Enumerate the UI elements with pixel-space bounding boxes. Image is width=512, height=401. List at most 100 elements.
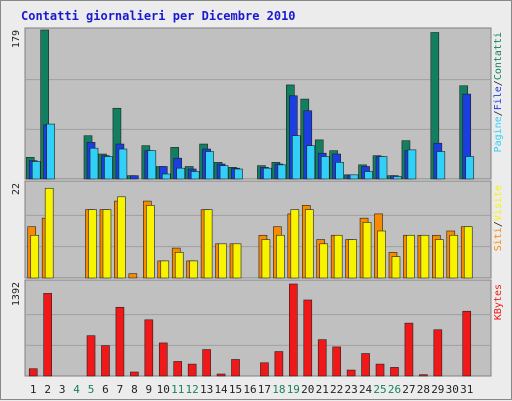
bar-contatti-day-18 [277, 164, 287, 180]
day-label-27: 27 [402, 383, 415, 396]
bar-kbytes-day-14 [216, 373, 226, 377]
day-label-18: 18 [272, 383, 285, 396]
bar-contatti-day-12 [190, 171, 200, 180]
bar-kbytes-day-20 [303, 299, 313, 377]
bar-visite-day-19 [290, 209, 300, 279]
legend-volume: KBytes [493, 284, 504, 320]
day-label-8: 8 [131, 383, 138, 396]
bar-kbytes-day-25 [375, 363, 385, 377]
chart-panels [24, 27, 492, 377]
day-label-22: 22 [330, 383, 343, 396]
bar-kbytes-day-23 [346, 369, 356, 377]
bar-kbytes-day-2 [43, 293, 52, 377]
day-label-2: 2 [44, 383, 51, 396]
bar-kbytes-day-27 [404, 322, 414, 377]
bar-visite-day-14 [218, 243, 227, 279]
bar-kbytes-day-21 [317, 339, 327, 377]
bar-kbytes-day-22 [332, 346, 341, 377]
chart-labels: 179221392Pagine/File/ContattiSiti/Visite… [11, 30, 504, 396]
legend-traffic: Pagine/File/Contatti [493, 32, 504, 152]
bar-visite-day-15 [232, 243, 242, 279]
day-label-28: 28 [417, 383, 430, 396]
bar-contatti-day-23 [349, 174, 359, 180]
bar-contatti-day-7 [118, 148, 128, 180]
day-label-26: 26 [388, 383, 401, 396]
bar-contatti-day-13 [205, 151, 214, 180]
day-label-4: 4 [73, 383, 80, 396]
legend-traffic-part-3: / [493, 80, 504, 86]
bar-visite-day-11 [174, 252, 184, 279]
day-label-10: 10 [157, 383, 170, 396]
legend-visitors-part-2: Visite [493, 185, 504, 221]
bar-kbytes-day-26 [390, 367, 399, 377]
panel-volume-ymax-label: 1392 [11, 282, 22, 306]
legend-visitors: Siti/Visite [493, 185, 504, 251]
chart-title: Contatti giornalieri per Dicembre 2010 [21, 9, 296, 23]
bar-kbytes-day-15 [231, 359, 240, 377]
bar-contatti-day-20 [306, 145, 316, 180]
bar-kbytes-day-19 [289, 283, 298, 377]
bar-contatti-day-24 [364, 171, 373, 180]
bar-kbytes-day-9 [144, 319, 154, 377]
bar-visite-day-1 [30, 234, 40, 279]
legend-visitors-part-0: Siti [493, 227, 504, 251]
bar-kbytes-day-6 [101, 345, 110, 377]
bar-kbytes-day-1 [28, 368, 38, 377]
bar-visite-day-10 [160, 260, 170, 279]
bar-visite-day-9 [146, 205, 155, 279]
bar-visite-day-17 [261, 239, 271, 279]
day-label-15: 15 [229, 383, 242, 396]
bar-kbytes-day-10 [158, 342, 168, 377]
bar-kbytes-day-28 [419, 374, 428, 377]
bar-kbytes-day-8 [130, 371, 139, 377]
bar-visite-day-20 [304, 209, 314, 279]
day-label-31: 31 [460, 383, 473, 396]
bar-visite-day-29 [435, 239, 444, 279]
bar-visite-day-26 [391, 256, 401, 279]
legend-visitors-part-1: / [493, 221, 504, 227]
panel-visitors-ymax-label: 22 [11, 183, 22, 195]
day-label-30: 30 [446, 383, 459, 396]
bar-visite-day-7 [117, 196, 126, 279]
bar-contatti-day-1 [31, 161, 41, 180]
day-label-17: 17 [258, 383, 271, 396]
bar-contatti-day-15 [234, 168, 243, 180]
bar-contatti-day-26 [393, 176, 402, 180]
day-label-11: 11 [171, 383, 184, 396]
legend-traffic-part-2: File [493, 86, 504, 110]
bar-kbytes-day-12 [187, 363, 197, 377]
bar-contatti-day-9 [147, 150, 157, 180]
bar-kbytes-day-17 [260, 362, 269, 377]
day-label-21: 21 [316, 383, 329, 396]
bar-visite-day-13 [203, 209, 213, 279]
bar-contatti-day-17 [263, 167, 272, 180]
bar-visite-day-6 [102, 209, 112, 279]
bar-contatti-day-22 [335, 162, 344, 180]
day-label-14: 14 [214, 383, 228, 396]
day-label-23: 23 [345, 383, 358, 396]
bar-contatti-day-21 [320, 156, 330, 180]
chart-bars [25, 29, 475, 377]
day-label-1: 1 [30, 383, 37, 396]
bar-kbytes-day-11 [173, 361, 183, 377]
bar-kbytes-day-18 [274, 351, 284, 377]
bar-kbytes-day-24 [361, 353, 370, 377]
bar-contatti-day-14 [219, 165, 229, 180]
bar-visite-day-2 [44, 187, 54, 279]
day-label-20: 20 [301, 383, 314, 396]
bar-visite-day-21 [319, 243, 329, 279]
bar-visite-day-30 [449, 234, 459, 279]
day-label-25: 25 [373, 383, 386, 396]
bar-contatti-day-29 [436, 151, 446, 180]
legend-traffic-part-0: Pagine [493, 116, 504, 152]
day-label-3: 3 [59, 383, 66, 396]
bar-contatti-day-11 [176, 167, 186, 180]
bar-visite-day-28 [420, 234, 430, 279]
bar-visite-day-5 [88, 209, 97, 279]
legend-traffic-part-1: / [493, 110, 504, 116]
day-label-6: 6 [102, 383, 109, 396]
day-label-5: 5 [88, 383, 95, 396]
bar-visite-day-31 [463, 226, 473, 279]
